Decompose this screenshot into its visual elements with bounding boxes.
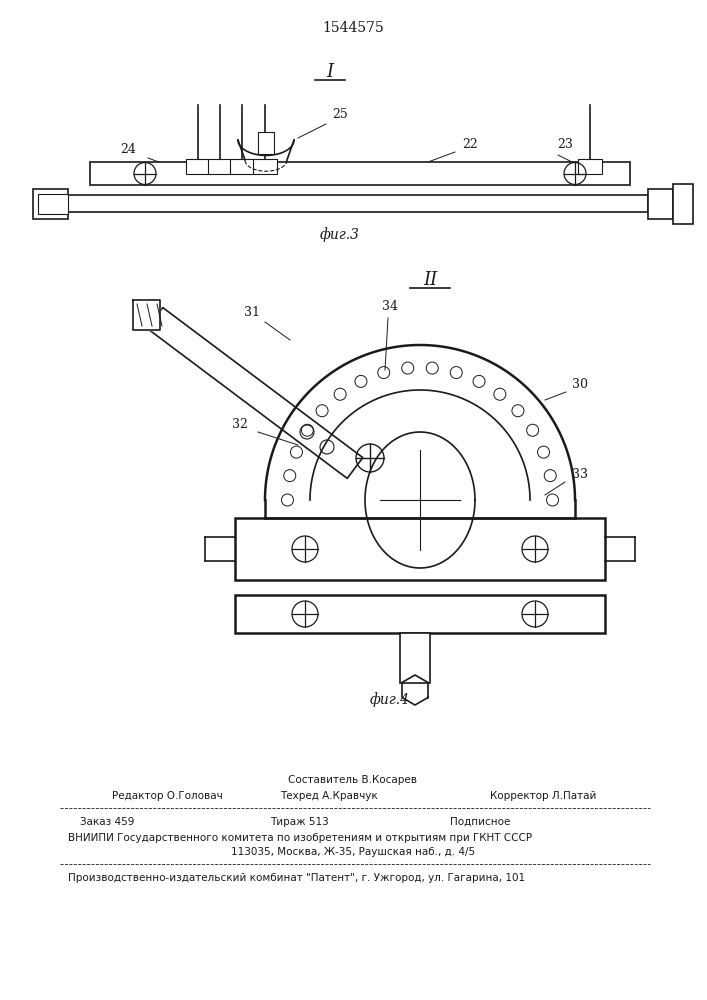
- Bar: [33, 188, 68, 219]
- Bar: [208, 159, 232, 174]
- Bar: [253, 159, 277, 174]
- Text: 34: 34: [382, 300, 398, 313]
- Text: Производственно-издательский комбинат "Патент", г. Ужгород, ул. Гагарина, 101: Производственно-издательский комбинат "П…: [68, 873, 525, 883]
- Bar: [38, 194, 68, 214]
- Text: 22: 22: [462, 138, 478, 151]
- Text: 1544575: 1544575: [322, 21, 384, 35]
- Text: Составитель В.Косарев: Составитель В.Косарев: [288, 775, 418, 785]
- Bar: [578, 159, 602, 174]
- Text: 23: 23: [557, 138, 573, 151]
- Polygon shape: [133, 300, 160, 330]
- Text: 31: 31: [244, 306, 260, 319]
- Text: Подписное: Подписное: [450, 817, 510, 827]
- Bar: [235, 595, 605, 633]
- Bar: [186, 159, 210, 174]
- Text: Редактор О.Головач: Редактор О.Головач: [112, 791, 223, 801]
- Bar: [648, 188, 673, 219]
- Bar: [258, 132, 274, 154]
- Bar: [230, 159, 254, 174]
- Text: 33: 33: [572, 468, 588, 481]
- Text: Заказ 459: Заказ 459: [80, 817, 134, 827]
- Text: Техред А.Кравчук: Техред А.Кравчук: [280, 791, 378, 801]
- Text: фиг.3: фиг.3: [320, 228, 360, 242]
- Polygon shape: [147, 308, 363, 478]
- Text: 32: 32: [232, 418, 248, 431]
- Text: 30: 30: [572, 378, 588, 391]
- Bar: [400, 633, 430, 683]
- Text: 25: 25: [332, 108, 348, 121]
- Text: фиг.4: фиг.4: [370, 693, 410, 707]
- Text: 24: 24: [120, 143, 136, 156]
- Bar: [90, 162, 630, 185]
- Bar: [235, 518, 605, 580]
- Text: ВНИИПИ Государственного комитета по изобретениям и открытиям при ГКНТ СССР: ВНИИПИ Государственного комитета по изоб…: [68, 833, 532, 843]
- Bar: [68, 195, 648, 212]
- Text: Тираж 513: Тираж 513: [270, 817, 329, 827]
- Text: Корректор Л.Патай: Корректор Л.Патай: [490, 791, 597, 801]
- Bar: [673, 184, 693, 224]
- Text: II: II: [423, 271, 437, 289]
- Text: 113035, Москва, Ж-35, Раушская наб., д. 4/5: 113035, Москва, Ж-35, Раушская наб., д. …: [231, 847, 475, 857]
- Text: I: I: [327, 63, 334, 81]
